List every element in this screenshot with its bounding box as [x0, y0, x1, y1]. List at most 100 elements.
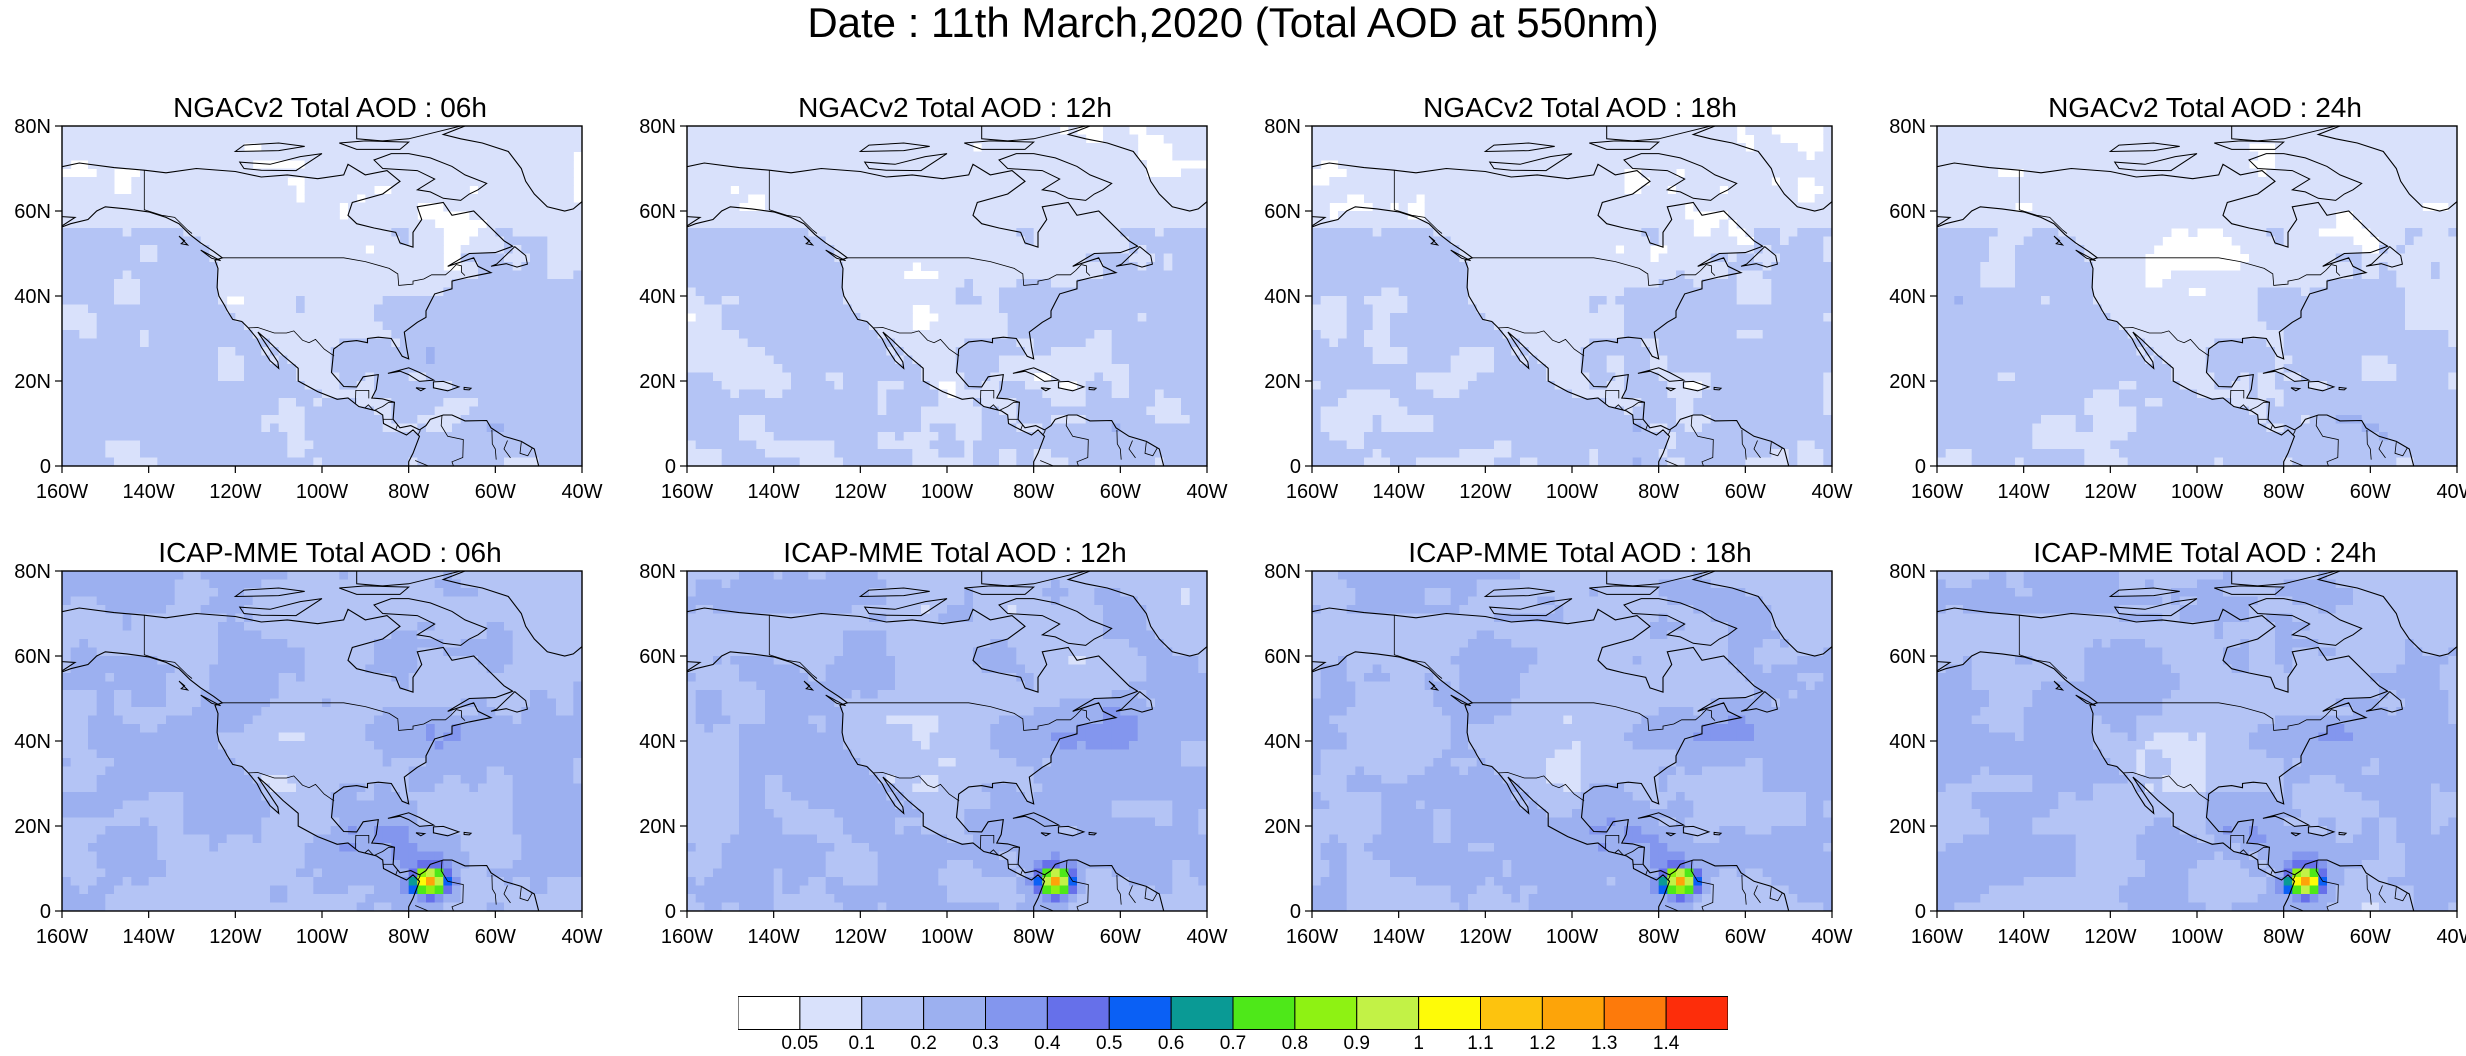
aod-cell: [339, 406, 349, 416]
aod-cell: [877, 355, 887, 365]
aod-cell: [938, 389, 948, 399]
aod-cell: [1085, 389, 1095, 399]
aod-cell: [495, 143, 505, 152]
aod-cell: [556, 219, 566, 229]
aod-cell: [556, 168, 566, 178]
aod-cell: [166, 372, 176, 382]
aod-cell: [1111, 398, 1121, 407]
aod-cell: [947, 440, 957, 450]
aod-cell: [912, 415, 922, 424]
aod-cell: [209, 347, 219, 356]
aod-cell: [1137, 262, 1147, 271]
aod-cell: [287, 262, 297, 271]
aod-cell: [348, 296, 358, 305]
aod-cell: [96, 381, 106, 390]
aod-cell: [999, 296, 1009, 305]
aod-cell: [270, 440, 280, 450]
aod-cell: [860, 228, 870, 237]
aod-cell: [356, 219, 366, 229]
aod-cell: [209, 304, 219, 314]
aod-cell: [1172, 151, 1182, 161]
aod-cell: [278, 236, 288, 246]
aod-cell: [564, 270, 574, 280]
aod-cell: [1172, 202, 1182, 212]
aod-cell: [417, 457, 427, 466]
aod-cell: [443, 330, 453, 339]
aod-cell: [1025, 338, 1035, 348]
aod-cell: [964, 202, 974, 212]
aod-cell: [912, 364, 922, 373]
aod-cell: [200, 160, 210, 169]
aod-cell: [79, 126, 89, 135]
aod-cell: [912, 355, 922, 365]
aod-cell: [348, 457, 358, 466]
aod-cell: [304, 304, 314, 314]
aod-cell: [105, 211, 115, 220]
aod-cell: [495, 381, 505, 390]
aod-cell: [122, 287, 132, 297]
aod-cell: [843, 398, 853, 407]
aod-cell: [1051, 245, 1061, 254]
aod-cell: [1502, 126, 1512, 135]
aod-cell: [374, 168, 384, 178]
aod-cell: [235, 457, 245, 466]
aod-cell: [1120, 279, 1130, 288]
aod-cell: [573, 219, 582, 229]
aod-cell: [287, 415, 297, 424]
aod-cell: [799, 151, 809, 161]
aod-cell: [261, 364, 271, 373]
aod-cell: [1129, 449, 1139, 458]
aod-cell: [114, 457, 124, 466]
aod-cell: [287, 321, 297, 331]
aod-cell: [1094, 219, 1104, 229]
aod-cell: [504, 287, 514, 297]
aod-cell: [817, 236, 827, 246]
aod-cell: [348, 449, 358, 458]
aod-cell: [1650, 143, 1660, 152]
aod-cell: [105, 304, 115, 314]
aod-cell: [382, 194, 392, 203]
aod-cell: [339, 177, 349, 186]
aod-cell: [374, 457, 384, 466]
aod-cell: [808, 253, 818, 263]
aod-cell: [79, 253, 89, 263]
aod-cell: [895, 372, 905, 382]
aod-cell: [1111, 126, 1121, 135]
aod-cell: [530, 194, 540, 203]
aod-cell: [1181, 185, 1191, 195]
aod-cell: [721, 287, 731, 297]
aod-cell: [843, 415, 853, 424]
aod-cell: [79, 347, 89, 356]
aod-cell: [374, 270, 384, 280]
aod-cell: [174, 262, 184, 271]
country-border: [143, 170, 193, 234]
aod-cell: [122, 202, 132, 212]
aod-cell: [408, 457, 418, 466]
aod-cell: [851, 398, 861, 407]
aod-cell: [573, 253, 582, 263]
aod-cell: [1077, 372, 1087, 382]
aod-cell: [695, 211, 705, 220]
aod-cell: [782, 355, 792, 365]
aod-cell: [1329, 151, 1339, 161]
aod-cell: [512, 245, 522, 254]
aod-cell: [434, 304, 444, 314]
aod-cell: [148, 415, 158, 424]
aod-cell: [756, 245, 766, 254]
aod-cell: [964, 143, 974, 152]
aod-cell: [521, 245, 531, 254]
aod-cell: [1051, 364, 1061, 373]
aod-cell: [287, 338, 297, 348]
aod-cell: [999, 287, 1009, 297]
aod-cell: [469, 406, 479, 416]
coastline: [62, 162, 540, 466]
aod-cell: [88, 372, 98, 382]
aod-cell: [1051, 219, 1061, 229]
aod-cell: [1137, 381, 1147, 390]
aod-cell: [1137, 304, 1147, 314]
aod-cell: [1103, 389, 1113, 399]
aod-cell: [512, 279, 522, 288]
aod-cell: [964, 389, 974, 399]
aod-cell: [495, 321, 505, 331]
aod-cell: [556, 423, 566, 433]
